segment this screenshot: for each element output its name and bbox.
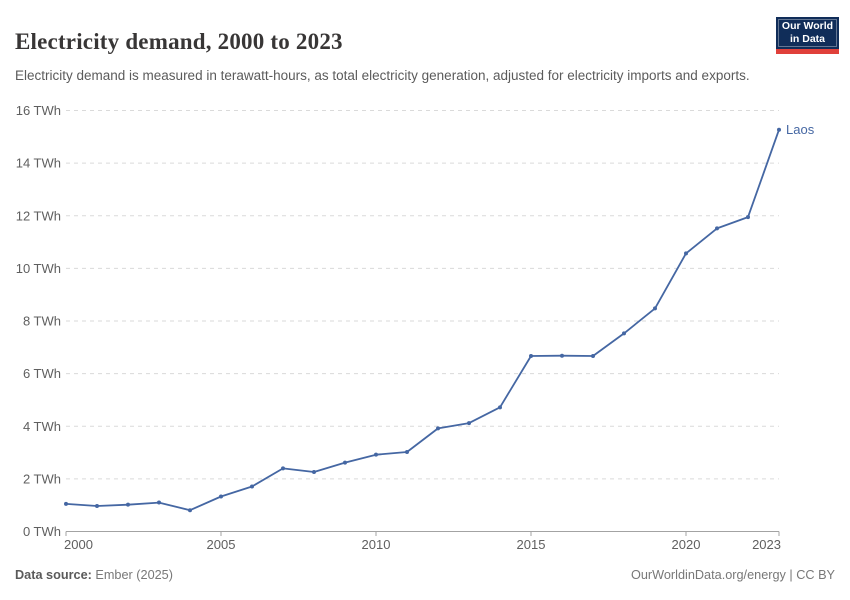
data-point-2011	[405, 450, 409, 455]
data-point-2019	[653, 306, 657, 311]
data-point-2006	[250, 484, 254, 489]
page-subtitle: Electricity demand is measured in terawa…	[15, 67, 750, 83]
data-point-2022	[746, 215, 750, 220]
chart-footer: Data source: Ember (2025) OurWorldinData…	[15, 568, 835, 582]
data-point-2007	[281, 466, 285, 471]
y-axis-label-12: 12 TWh	[16, 208, 61, 223]
owid-logo-text-line2: in Data	[789, 33, 825, 45]
data-point-2023	[777, 127, 781, 132]
data-point-2010	[374, 452, 378, 457]
data-point-2014	[498, 405, 502, 410]
y-axis-label-2: 2 TWh	[23, 471, 61, 486]
data-point-2012	[436, 426, 440, 431]
data-source-label: Data source:	[15, 568, 92, 582]
data-point-2021	[715, 226, 719, 231]
data-source: Data source: Ember (2025)	[15, 568, 173, 582]
y-axis-label-10: 10 TWh	[16, 261, 61, 276]
owid-logo[interactable]: Our World in Data	[776, 17, 839, 54]
x-axis-label-2015: 2015	[517, 537, 546, 552]
y-axis-label-4: 4 TWh	[23, 419, 61, 434]
page-title: Electricity demand, 2000 to 2023	[15, 29, 343, 55]
chart-line-laos	[65, 128, 780, 512]
y-axis-label-8: 8 TWh	[23, 314, 61, 329]
license-text[interactable]: OurWorldinData.org/energy | CC BY	[630, 568, 835, 582]
series-label-laos[interactable]: Laos	[786, 122, 815, 137]
data-point-2002	[126, 502, 130, 507]
data-point-2001	[95, 503, 99, 508]
x-axis-label-2010: 2010	[362, 537, 391, 552]
data-point-2000	[64, 501, 68, 506]
y-axis-label-14: 14 TWh	[16, 156, 61, 171]
data-point-2018	[622, 331, 626, 336]
x-axis-label-2000: 2000	[64, 537, 93, 552]
x-axis-label-2023: 2023	[752, 537, 781, 552]
owid-logo-text-line1: Our World	[781, 20, 834, 33]
x-axis-label-2020: 2020	[672, 537, 701, 552]
data-point-2008	[312, 470, 316, 475]
y-axis-label-16: 16 TWh	[16, 103, 61, 118]
data-point-2017	[591, 354, 595, 359]
data-point-2015	[529, 354, 533, 359]
data-point-2004	[188, 508, 192, 513]
data-point-2009	[343, 460, 347, 465]
x-axis-label-2005: 2005	[207, 537, 236, 552]
data-point-2013	[467, 421, 471, 426]
y-axis-label-6: 6 TWh	[23, 366, 61, 381]
data-point-2016	[560, 353, 564, 358]
data-point-2003	[157, 500, 161, 505]
y-axis-label-0: 0 TWh	[23, 524, 61, 539]
data-point-2005	[219, 494, 223, 499]
data-source-value: Ember (2025)	[95, 568, 173, 582]
data-point-2020	[684, 251, 688, 256]
